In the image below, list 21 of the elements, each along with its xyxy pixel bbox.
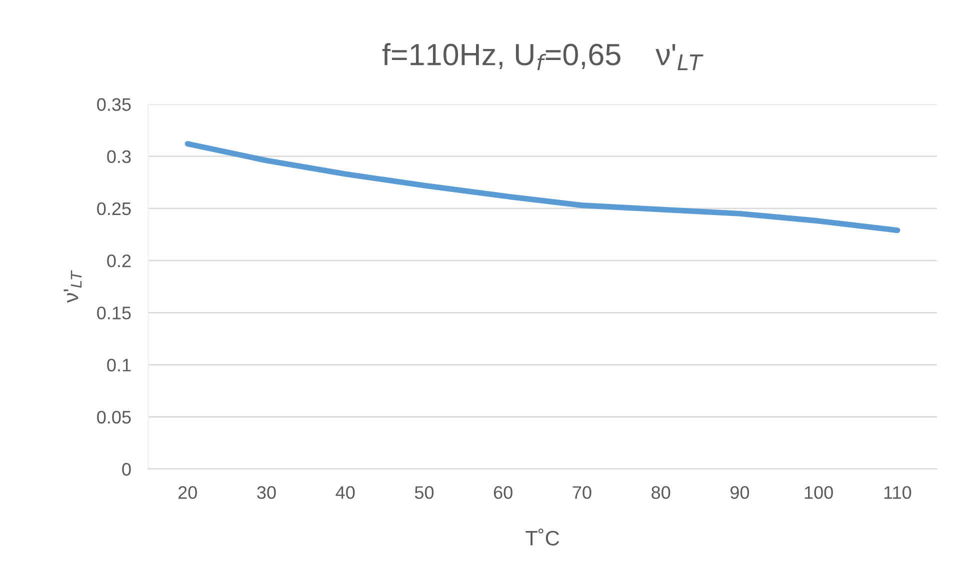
y-tick-label: 0.15 <box>97 306 131 320</box>
x-tick-label: 80 <box>652 486 670 499</box>
x-tick-label: 30 <box>257 486 276 499</box>
x-tick-label: 20 <box>178 486 197 499</box>
x-tick-label: 40 <box>336 486 355 499</box>
x-tick-label: 70 <box>572 486 592 499</box>
chart-title: f=110Hz, U$_{f}$=0,65 ν'$_{LT}$ <box>382 43 704 70</box>
y-tick-label: 0.2 <box>107 254 131 268</box>
y-tick-label: 0 <box>122 462 131 476</box>
y-tick-label: 0.25 <box>97 202 131 216</box>
x-tick-label: 100 <box>804 486 833 499</box>
x-tick-label: 110 <box>884 486 912 499</box>
x-tick-label: 50 <box>414 486 434 499</box>
x-axis-title: T˚C <box>526 528 560 546</box>
x-tick-label: 90 <box>730 486 750 499</box>
y-tick-label: 0.3 <box>107 150 131 164</box>
y-tick-label: 0.35 <box>97 98 131 111</box>
y-axis-title: ν'$_{LT}$ <box>64 270 82 303</box>
x-tick-label: 60 <box>494 486 512 499</box>
y-tick-label: 0.05 <box>97 410 131 424</box>
y-tick-label: 0.1 <box>107 358 131 372</box>
